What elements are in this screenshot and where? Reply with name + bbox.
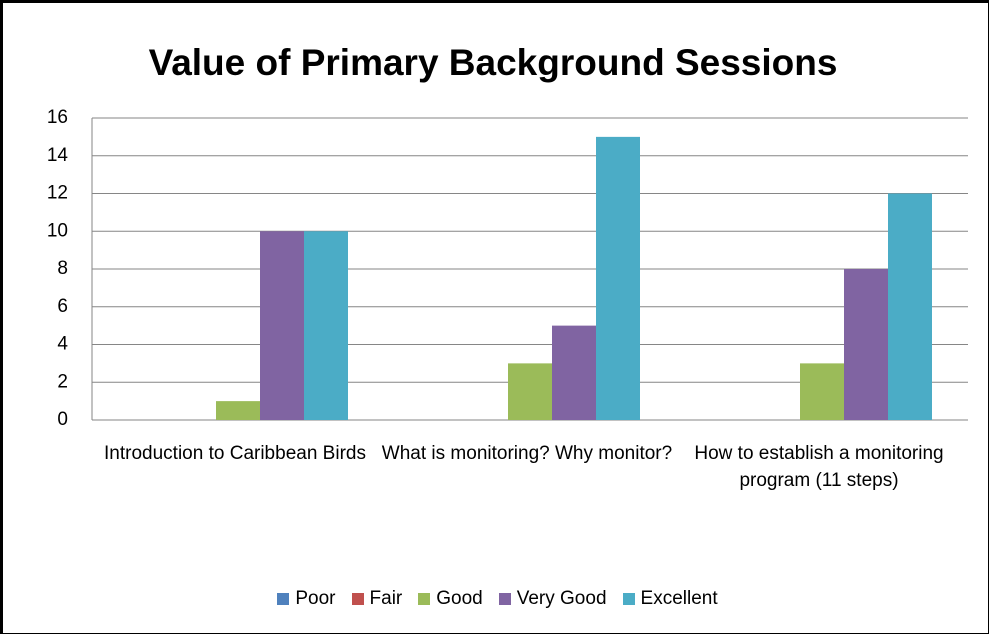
legend-label: Very Good bbox=[516, 588, 607, 609]
legend-swatch bbox=[351, 593, 364, 605]
legend-item: Excellent bbox=[622, 588, 718, 610]
chart: Value of Primary Background Sessions 0 2 4… bbox=[47, 42, 968, 430]
bar bbox=[216, 401, 260, 420]
legend-item: Poor bbox=[277, 588, 336, 610]
legend-label: Good bbox=[436, 588, 483, 609]
y-tick-label: 0 bbox=[57, 409, 68, 430]
bar bbox=[888, 193, 932, 420]
legend-swatch bbox=[277, 593, 290, 605]
legend-item: Fair bbox=[351, 588, 403, 610]
y-tick-label: 12 bbox=[47, 183, 68, 204]
bar bbox=[260, 231, 304, 420]
x-tick-label: What is monitoring? Why monitor? bbox=[381, 443, 673, 464]
legend-label: Poor bbox=[295, 588, 336, 609]
x-tick-label: Introduction to Caribbean Birds bbox=[104, 443, 366, 464]
legend-swatch bbox=[622, 593, 635, 605]
bar bbox=[800, 363, 844, 420]
y-tick-label: 8 bbox=[57, 258, 68, 279]
legend-swatch bbox=[498, 593, 511, 605]
bar bbox=[552, 325, 596, 420]
bar bbox=[304, 231, 348, 420]
bar bbox=[596, 136, 640, 420]
x-tick-label: How to establish a monitoring program (1… bbox=[694, 443, 944, 491]
y-tick-label: 6 bbox=[57, 296, 68, 317]
y-tick-label: 16 bbox=[47, 107, 68, 128]
chart-title: Value of Primary Background Sessions bbox=[149, 42, 838, 83]
legend-label: Excellent bbox=[640, 588, 718, 609]
y-tick-label: 10 bbox=[47, 220, 68, 241]
legend-swatch bbox=[418, 593, 431, 605]
bar bbox=[844, 269, 888, 420]
legend: Poor Fair Good Very Good Excellent bbox=[3, 588, 989, 610]
legend-item: Very Good bbox=[498, 588, 607, 610]
y-tick-label: 14 bbox=[47, 145, 69, 166]
bar bbox=[508, 363, 552, 420]
legend-label: Fair bbox=[369, 588, 403, 609]
legend-item: Good bbox=[418, 588, 483, 610]
y-tick-label: 2 bbox=[57, 371, 68, 392]
y-tick-label: 4 bbox=[57, 334, 68, 355]
